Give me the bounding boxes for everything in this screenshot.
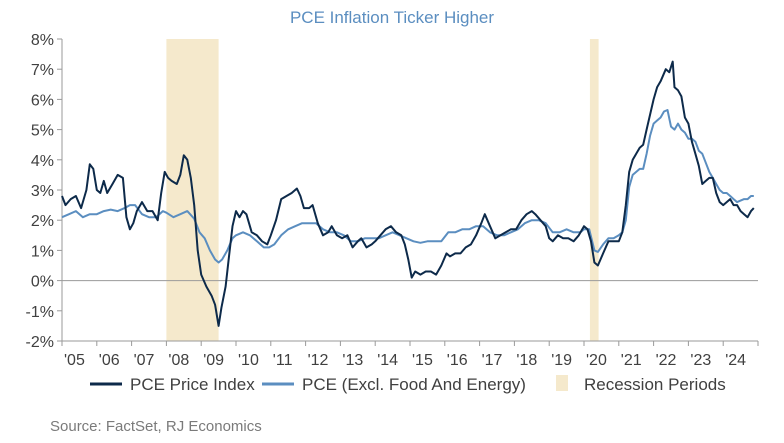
legend-label-1: PCE Price Index: [130, 375, 255, 394]
x-tick-label: '06: [99, 352, 120, 369]
x-tick-label: '07: [134, 352, 155, 369]
y-tick-label: 4%: [31, 153, 54, 170]
x-tick-label: '14: [377, 352, 398, 369]
x-tick-label: '12: [308, 352, 329, 369]
x-tick-label: '22: [656, 352, 677, 369]
series-line-pce-price-index: [61, 60, 755, 327]
recession-band-2: [589, 39, 599, 341]
x-tick-label: '08: [168, 352, 189, 369]
axes: -2% -1% 0% 1% 2% 3% 4% 5% 6% 7% 8% '05 '06 '07 '08 '09 '…: [26, 32, 759, 369]
x-tick-label: '21: [621, 352, 642, 369]
legend-label-3: Recession Periods: [584, 375, 726, 394]
x-tick-label: '09: [203, 352, 224, 369]
x-tick-label: '24: [725, 352, 746, 369]
x-tick-label: '05: [64, 352, 85, 369]
y-tick-label: 7%: [31, 62, 54, 79]
x-tick-label: '18: [516, 352, 537, 369]
x-tick-label: '20: [586, 352, 607, 369]
series-line-pce-core: [61, 109, 754, 264]
y-tick-label: 1%: [31, 243, 54, 260]
y-tick-label: 8%: [31, 32, 54, 49]
x-tick-label: '19: [551, 352, 572, 369]
x-tick-label: '23: [690, 352, 711, 369]
x-tick-label: '17: [482, 352, 503, 369]
legend: PCE Price Index PCE (Excl. Food And Energ…: [90, 375, 726, 394]
x-tick-label: '10: [238, 352, 259, 369]
y-tick-label: 6%: [31, 92, 54, 109]
source-note: Source: FactSet, RJ Economics: [50, 418, 262, 435]
series-lines: [61, 60, 755, 327]
y-tick-label: 2%: [31, 213, 54, 230]
chart-title: PCE Inflation Ticker Higher: [290, 8, 494, 27]
x-tick-label: '15: [412, 352, 433, 369]
x-tick-label: '16: [447, 352, 468, 369]
legend-swatch-3: [556, 375, 568, 391]
x-tick-label: '13: [342, 352, 363, 369]
x-tick-label: '11: [273, 352, 293, 369]
y-tick-label: -2%: [26, 334, 54, 351]
recession-bands: [166, 39, 599, 341]
y-tick-label: 3%: [31, 183, 54, 200]
legend-label-2: PCE (Excl. Food And Energy): [302, 375, 526, 394]
y-tick-label: -1%: [26, 304, 54, 321]
y-tick-label: 0%: [31, 274, 54, 291]
y-tick-label: 5%: [31, 123, 54, 140]
